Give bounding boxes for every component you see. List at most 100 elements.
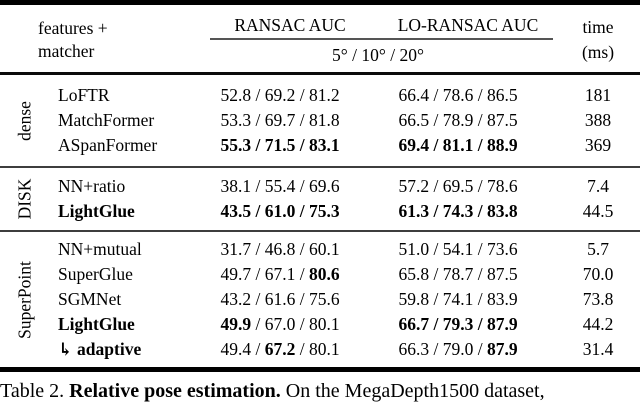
value-separator: /: [473, 264, 487, 284]
auc-value: 73.6: [486, 239, 518, 259]
lo-ransac-auc-cell: 57.2 / 69.5 / 78.6: [360, 174, 556, 199]
method-cell: ↳ adaptive: [50, 337, 200, 362]
table-row: LoFTR 52.8 / 69.2 / 81.2 66.4 / 78.6 / 86.…: [50, 83, 640, 108]
table-row: NN+mutual 31.7 / 46.8 / 60.1 51.0 / 54.1 /…: [50, 237, 640, 262]
auc-value: 53.3: [220, 110, 252, 130]
group-label: dense: [14, 100, 35, 141]
auc-value: 55.4: [264, 176, 296, 196]
header-auc-block: RANSAC AUC LO-RANSAC AUC 5° / 10° / 20°: [200, 5, 556, 72]
time-cell: 73.8: [582, 289, 614, 309]
auc-value: 83.1: [308, 135, 340, 155]
auc-value: 80.6: [308, 264, 340, 284]
auc-value: 78.7: [442, 264, 474, 284]
auc-value: 83.9: [486, 289, 518, 309]
method-cell: ASpanFormer: [50, 133, 200, 158]
ransac-auc-cell: 53.3 / 69.7 / 81.8: [200, 108, 360, 133]
time-cell: 31.4: [582, 339, 614, 359]
auc-value: 81.8: [308, 110, 340, 130]
value-separator: /: [429, 135, 443, 155]
table-row: MatchFormer 53.3 / 69.7 / 81.8 66.5 / 78.9…: [50, 108, 640, 133]
method-name: MatchFormer: [58, 110, 155, 130]
header-bottom-rule: [0, 72, 640, 75]
value-separator: /: [251, 289, 265, 309]
value-separator: /: [295, 85, 309, 105]
auc-value: 81.2: [308, 85, 340, 105]
auc-value: 86.5: [486, 85, 518, 105]
table-row: LightGlue 43.5 / 61.0 / 75.3 61.3 / 74.3 /…: [50, 199, 640, 224]
method-name: ASpanFormer: [58, 135, 158, 155]
value-separator: /: [429, 264, 443, 284]
group-label: DISK: [14, 178, 35, 220]
value-separator: /: [429, 239, 443, 259]
value-separator: /: [251, 201, 265, 221]
value-separator: /: [429, 85, 443, 105]
auc-value: 79.0: [442, 339, 474, 359]
value-separator: /: [295, 314, 309, 334]
value-separator: /: [251, 339, 265, 359]
lo-ransac-auc-cell: 69.4 / 81.1 / 88.9: [360, 133, 556, 158]
table-row: LightGlue 49.9 / 67.0 / 80.1 66.7 / 79.3 /…: [50, 312, 640, 337]
header-time-unit: (ms): [581, 42, 615, 62]
auc-value: 52.8: [220, 85, 252, 105]
auc-value: 69.7: [264, 110, 296, 130]
header-time-block: time (ms): [556, 5, 640, 72]
value-separator: /: [473, 201, 487, 221]
auc-value: 61.0: [264, 201, 296, 221]
ransac-auc-cell: 52.8 / 69.2 / 81.2: [200, 83, 360, 108]
auc-value: 75.6: [308, 289, 340, 309]
ransac-auc-cell: 49.4 / 67.2 / 80.1: [200, 337, 360, 362]
auc-value: 78.6: [442, 85, 474, 105]
table-top-rule: [0, 0, 640, 5]
auc-value: 71.5: [264, 135, 296, 155]
ransac-auc-cell: 55.3 / 71.5 / 83.1: [200, 133, 360, 158]
header-ransac-auc: RANSAC AUC: [234, 15, 346, 35]
auc-value: 31.7: [220, 239, 252, 259]
time-cell: 369: [584, 135, 612, 155]
auc-value: 55.3: [220, 135, 252, 155]
header-features-matcher: features + matcher: [0, 5, 200, 72]
method-name: NN+ratio: [58, 176, 126, 196]
group-rows: NN+ratio 38.1 / 55.4 / 69.6 57.2 / 69.5 / …: [50, 168, 640, 230]
method-name: SuperGlue: [58, 264, 133, 284]
value-separator: /: [295, 339, 309, 359]
auc-value: 57.2: [398, 176, 430, 196]
value-separator: /: [429, 176, 443, 196]
method-cell: NN+ratio: [50, 174, 200, 199]
header-time-label: time: [582, 17, 614, 37]
auc-value: 66.3: [398, 339, 430, 359]
group-label-cell: SuperPoint: [0, 232, 50, 367]
auc-value: 87.9: [486, 339, 518, 359]
auc-value: 78.6: [486, 176, 518, 196]
ransac-auc-cell: 43.5 / 61.0 / 75.3: [200, 199, 360, 224]
auc-value: 67.1: [264, 264, 296, 284]
table-row: NN+ratio 38.1 / 55.4 / 69.6 57.2 / 69.5 / …: [50, 174, 640, 199]
auc-value: 61.6: [264, 289, 296, 309]
method-name: LoFTR: [58, 85, 110, 105]
value-separator: /: [429, 314, 443, 334]
table-body: dense LoFTR 52.8 / 69.2 / 81.2 66.4 / 78.6 …: [0, 75, 640, 367]
group-rows: NN+mutual 31.7 / 46.8 / 60.1 51.0 / 54.1 /…: [50, 232, 640, 367]
auc-value: 60.1: [308, 239, 340, 259]
auc-value: 74.1: [442, 289, 474, 309]
method-cell: NN+mutual: [50, 237, 200, 262]
value-separator: /: [473, 289, 487, 309]
lo-ransac-auc-cell: 66.7 / 79.3 / 87.9: [360, 312, 556, 337]
auc-value: 74.3: [442, 201, 474, 221]
auc-value: 79.3: [442, 314, 474, 334]
auc-value: 66.4: [398, 85, 430, 105]
lo-ransac-auc-cell: 66.4 / 78.6 / 86.5: [360, 83, 556, 108]
value-separator: /: [473, 176, 487, 196]
table-row: ASpanFormer 55.3 / 71.5 / 83.1 69.4 / 81.1…: [50, 133, 640, 158]
time-cell: 388: [584, 110, 612, 130]
method-name: LightGlue: [58, 314, 135, 334]
value-separator: /: [473, 85, 487, 105]
header-features-line: features +: [38, 18, 108, 38]
auc-value: 49.9: [220, 314, 252, 334]
auc-value: 49.7: [220, 264, 252, 284]
caption-text: Relative pose estimation.: [69, 380, 281, 402]
value-separator: /: [473, 314, 487, 334]
value-separator: /: [251, 110, 265, 130]
value-separator: /: [295, 201, 309, 221]
table-caption: Table 2. Relative pose estimation. On th…: [0, 372, 640, 403]
